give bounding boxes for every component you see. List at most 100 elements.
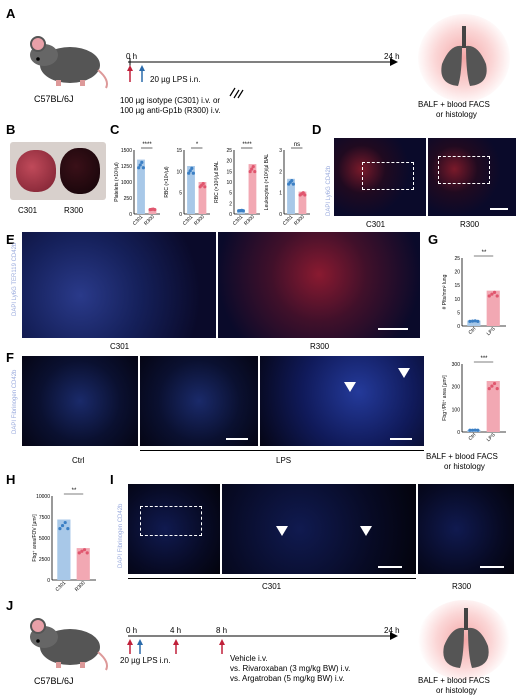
g2-tick: 100 (452, 407, 461, 413)
c3-sig: ns (294, 142, 300, 148)
h-cat: C301 (55, 580, 68, 593)
c3-cat: R300 (293, 214, 306, 227)
g1-point (490, 292, 494, 296)
c0-tick: 1000 (121, 180, 132, 186)
chart-g: 0 5 10 15 20 25 # Plts/mm² lung ** Ctrl LPS (442, 250, 506, 337)
panel-label-f: F (6, 350, 14, 365)
c1-bar-b (198, 182, 207, 214)
h-ylabel: Fbg⁺ area/FOV [µm²] (32, 514, 38, 562)
strain-a: C57BL/6J (34, 94, 74, 104)
c3-tick: 0 (279, 212, 282, 218)
mouse-icon (30, 36, 108, 89)
c0-cat: C301 (132, 214, 145, 227)
g2-point (490, 384, 494, 388)
c0-point (137, 166, 141, 170)
f-out1: BALF + blood FACS (426, 452, 498, 461)
h-tick: 10000 (36, 494, 50, 500)
f-ctrl: Ctrl (72, 456, 85, 465)
g1-tick: 15 (454, 283, 460, 289)
c3-tick: 2 (279, 169, 282, 175)
g1-bar-a (467, 320, 481, 326)
h-cat: R300 (74, 580, 87, 593)
i-c301-underline (128, 578, 416, 579)
h-point (63, 520, 67, 525)
c0-point (140, 160, 144, 164)
c0-tick: 250 (124, 196, 133, 202)
iso2-a: 100 µg anti-Gp1b (R300) i.v. (120, 106, 221, 115)
g2-cat: LPS (486, 432, 497, 443)
v3-j: vs. Argatroban (5 mg/kg BW) i.v. (230, 674, 345, 683)
c1-ylabel: RBC (×10⁶/µl) (164, 166, 170, 198)
v1-j: Vehicle i.v. (230, 654, 268, 663)
c2-point (251, 164, 255, 169)
c1-point (188, 169, 192, 173)
c2-tick: 10 (226, 180, 232, 186)
h-sig: ** (72, 488, 77, 494)
time-0h-a: 0 h (126, 52, 138, 61)
c0-bar-b (148, 208, 157, 214)
panel-label-d: D (312, 122, 322, 137)
g1-point (476, 319, 480, 323)
g1-bar-b (486, 290, 500, 326)
e-c301: C301 (110, 342, 130, 351)
time-8h-j: 8 h (216, 626, 228, 635)
g2-cat: Ctrl (468, 432, 478, 442)
out2-j: or histology (436, 686, 477, 695)
panel-label-g: G (428, 232, 439, 247)
c3-bar-b (298, 191, 307, 214)
lungs-icon-j (443, 608, 489, 668)
c1-tick: 0 (179, 212, 182, 218)
g1-point (495, 294, 499, 298)
h-tick: 2500 (39, 557, 50, 563)
c2-point (248, 169, 252, 174)
lps-j: 20 µg LPS i.n. (120, 656, 171, 665)
c0-tick: 1500 (121, 148, 132, 154)
mouse-icon-j (30, 618, 108, 671)
h-bar-b (76, 548, 90, 580)
c0-tick: 1250 (121, 164, 132, 170)
g1-tick: 5 (457, 310, 460, 316)
g1-cat: Ctrl (468, 326, 478, 336)
panel-label-i: I (110, 472, 114, 487)
micro-d-c301 (334, 138, 426, 216)
c0-tick: 0 (129, 212, 132, 218)
v2-j: vs. Rivaroxaban (3 mg/kg BW) i.v. (230, 664, 351, 673)
g1-ylabel: # Plts/mm² lung (442, 274, 448, 309)
g1-tick: 0 (457, 324, 460, 330)
panel-label-h: H (6, 472, 16, 487)
c1-point (187, 171, 191, 175)
g1-point (487, 294, 491, 298)
c2-ylabel: RBC (×10³)/µl BAL (214, 161, 220, 203)
h-bar-a (57, 519, 71, 580)
g2-point (468, 428, 472, 432)
g1-point (473, 319, 477, 323)
h-tick: 0 (47, 578, 50, 584)
arrowheads-f (344, 368, 410, 392)
c3-tick: 1 (279, 191, 282, 197)
micro-f-zoom (260, 356, 424, 446)
g2-sig: *** (480, 356, 488, 362)
c1-point (201, 182, 205, 186)
g2-tick: 200 (452, 385, 461, 391)
micro-i-zoom (222, 484, 416, 574)
c3-cat: C301 (282, 214, 295, 227)
h-tick: 5000 (39, 536, 50, 542)
c2-tick: 0 (229, 212, 232, 218)
f-out2: or histology (444, 462, 485, 471)
time-24h-a: 24 h (384, 52, 400, 61)
g1-tick: 25 (454, 256, 460, 262)
e-r300: R300 (310, 342, 330, 351)
b-r300: R300 (64, 206, 84, 215)
c2-point (253, 169, 257, 174)
c3-point (290, 178, 294, 183)
panel-label-c: C (110, 122, 120, 137)
c2-tick: 15 (226, 169, 232, 175)
micro-f-ctrl (22, 356, 138, 446)
c1-bar-a (187, 166, 195, 214)
chart-g2: 0 100 200 300 Fbg⁺/Plt⁺ area [µm²] *** Ctrl LPS (442, 356, 506, 443)
arrowheads-i (276, 526, 372, 536)
stain-d: DAPI Ly6G CD42b (326, 165, 332, 216)
h-point (80, 549, 84, 553)
c2-point (250, 167, 254, 171)
time-24h-j: 24 h (384, 626, 400, 635)
